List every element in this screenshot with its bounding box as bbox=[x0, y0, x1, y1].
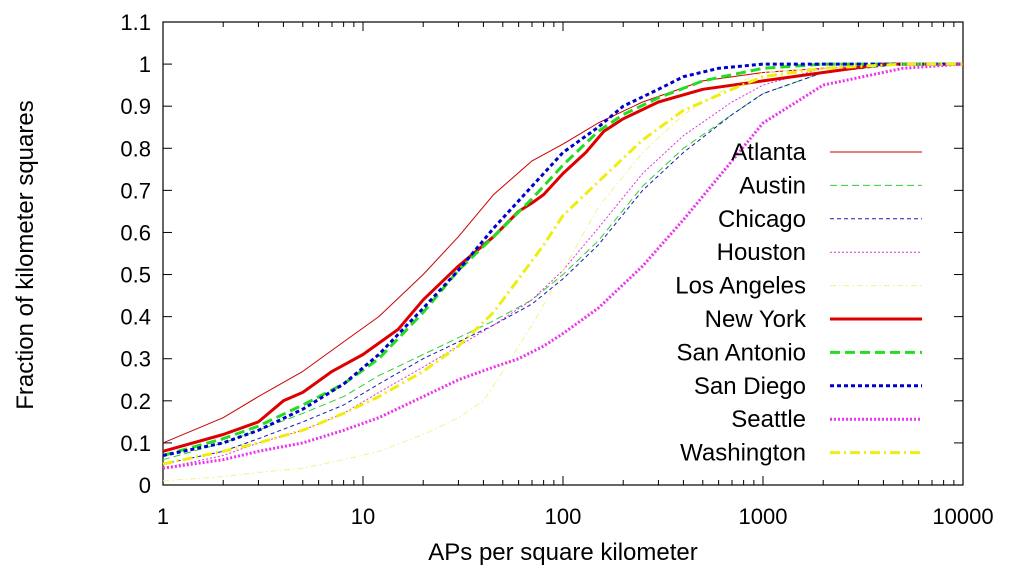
series-line-san-diego bbox=[162, 62, 963, 457]
y-tick-label: 0.1 bbox=[120, 431, 151, 456]
x-tick-label: 100 bbox=[545, 504, 582, 529]
legend-label-seattle: Seattle bbox=[731, 406, 806, 433]
series-line-seattle bbox=[162, 62, 964, 470]
x-tick-label: 1000 bbox=[739, 504, 788, 529]
y-tick-label: 0 bbox=[139, 473, 151, 498]
legend-label-los-angeles: Los Angeles bbox=[675, 273, 806, 300]
legend-label-chicago: Chicago bbox=[718, 206, 806, 233]
y-tick-label: 1 bbox=[139, 52, 151, 77]
legend-label-atlanta: Atlanta bbox=[731, 139, 806, 166]
series-line-los-angeles bbox=[162, 63, 963, 482]
legend-label-san-antonio: San Antonio bbox=[677, 339, 806, 366]
y-tick-label: 0.3 bbox=[120, 347, 151, 372]
y-tick-label: 0.2 bbox=[120, 389, 151, 414]
y-tick-label: 0.9 bbox=[120, 94, 151, 119]
legend-label-san-diego: San Diego bbox=[694, 373, 806, 400]
series-line-new-york bbox=[162, 62, 963, 453]
x-tick-label: 1 bbox=[157, 504, 169, 529]
legend-label-houston: Houston bbox=[717, 239, 806, 266]
x-axis-label: APs per square kilometer bbox=[428, 539, 697, 566]
plot-area: 0 0.1 0.2 0.3 0.4 0.5 0.6 0.7 0.8 0.9 1 1.1 1 10 100 10… bbox=[120, 10, 993, 529]
series-line-austin bbox=[162, 63, 963, 461]
y-tick-label: 1.1 bbox=[120, 10, 151, 35]
legend-label-austin: Austin bbox=[739, 172, 806, 199]
x-tick-label: 10 bbox=[351, 504, 375, 529]
series-line-san-antonio bbox=[162, 62, 963, 457]
y-tick-label: 0.8 bbox=[120, 136, 151, 161]
legend-label-washington: Washington bbox=[680, 440, 806, 467]
y-tick-label: 0.4 bbox=[120, 305, 151, 330]
y-tick-label: 0.6 bbox=[120, 220, 151, 245]
legend-label-new-york: New York bbox=[705, 306, 807, 333]
series-line-washington bbox=[162, 62, 963, 466]
series-line-chicago bbox=[162, 63, 963, 465]
y-axis-label: Fraction of kilometer squares bbox=[12, 100, 39, 409]
y-tick-label: 0.7 bbox=[120, 178, 151, 203]
x-tick-label: 10000 bbox=[932, 504, 993, 529]
series-line-atlanta bbox=[162, 63, 963, 444]
series-line-houston bbox=[162, 63, 963, 469]
y-tick-label: 0.5 bbox=[120, 263, 151, 288]
